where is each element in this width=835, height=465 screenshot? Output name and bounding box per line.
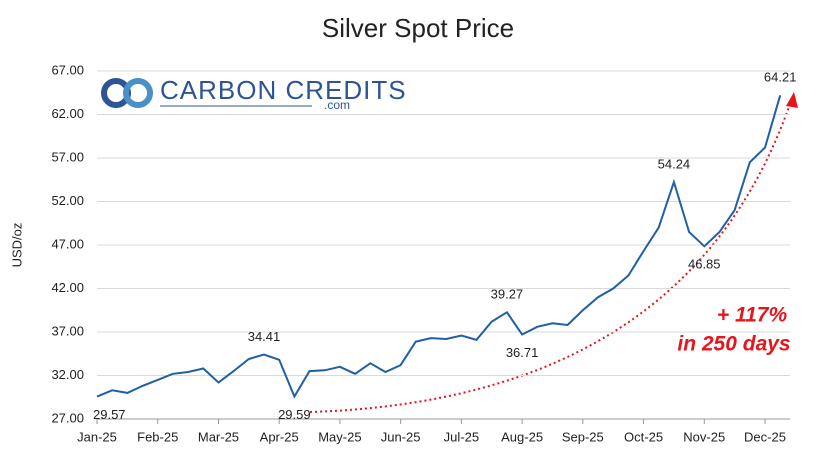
x-tick-label: Jan-25 — [77, 429, 117, 444]
x-tick-label: Aug-25 — [501, 429, 543, 444]
logo-text: CARBON CREDITS — [160, 75, 407, 105]
arrow-head — [786, 92, 798, 108]
line — [96, 95, 782, 399]
x-tick-label: Mar-25 — [198, 429, 239, 444]
logo: CARBON CREDITS .com — [101, 75, 407, 112]
growth-arrow — [309, 97, 793, 413]
annotation: in 250 days — [677, 333, 790, 356]
y-tick-label: 32.00 — [51, 367, 84, 382]
y-tick-label: 37.00 — [51, 323, 84, 338]
data-label: 64.21 — [764, 70, 797, 85]
x-tick-label: Dec-25 — [744, 429, 786, 444]
data-label: 39.27 — [491, 287, 524, 302]
x-tick-label: Jul-25 — [444, 429, 479, 444]
chart-title: Silver Spot Price — [322, 13, 514, 43]
logo-domain: .com — [324, 98, 350, 112]
data-label: 34.41 — [248, 329, 281, 344]
annotation: + 117% — [717, 304, 788, 327]
y-tick-label: 57.00 — [51, 149, 84, 164]
data-label: 46.85 — [688, 257, 721, 272]
y-tick-label: 47.00 — [51, 236, 84, 251]
y-axis-title: USD/oz — [9, 223, 24, 268]
data-label: 54.24 — [658, 156, 691, 171]
logo-icon — [123, 78, 153, 108]
data-label: 36.71 — [506, 345, 539, 360]
x-tick-label: Apr-25 — [260, 429, 299, 444]
x-tick-label: Oct-25 — [624, 429, 663, 444]
y-tick-label: 62.00 — [51, 106, 84, 121]
y-tick-label: 52.00 — [51, 193, 84, 208]
y-tick-label: 67.00 — [51, 62, 84, 77]
x-tick-label: Feb-25 — [137, 429, 178, 444]
x-tick-label: Sep-25 — [562, 429, 604, 444]
x-tick-label: Jun-25 — [381, 429, 421, 444]
data-label: 29.57 — [93, 407, 126, 422]
data-label: 29.59 — [278, 407, 311, 422]
y-tick-label: 27.00 — [51, 410, 84, 425]
x-tick-label: Nov-25 — [683, 429, 725, 444]
y-tick-label: 42.00 — [51, 280, 84, 295]
x-tick-label: May-25 — [318, 429, 361, 444]
